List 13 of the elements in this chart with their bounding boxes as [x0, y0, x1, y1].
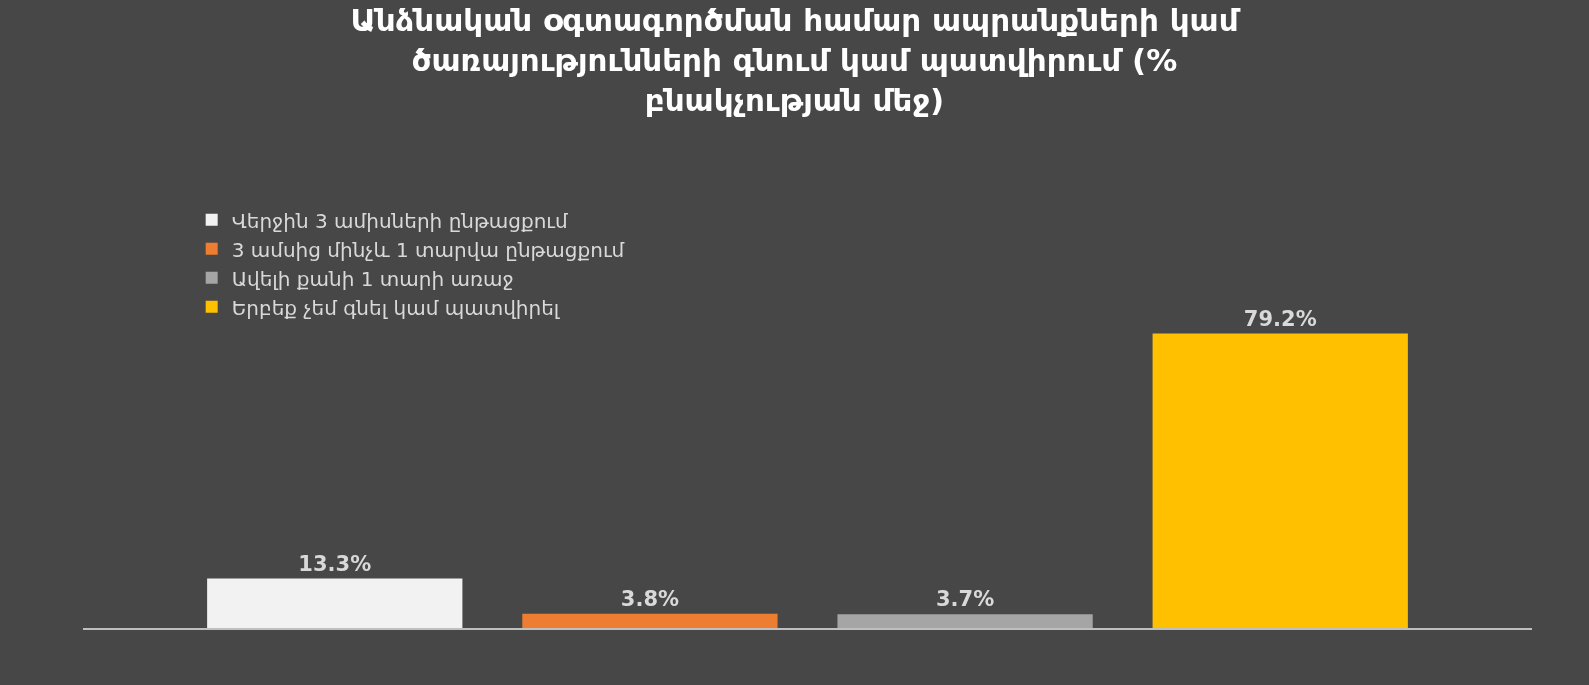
- legend-label: Վերջին 3 ամիսների ընթացքում: [231, 208, 569, 233]
- legend-label: 3 ամսից մինչև 1 տարվա ընթացքում: [231, 237, 625, 262]
- bar: [522, 613, 778, 628]
- legend-label: Ավելի քանի 1 տարի առաջ: [231, 266, 514, 291]
- legend-label: Երբեք չեմ գնել կամ պատվիրել: [231, 295, 561, 320]
- data-label: 3.7%: [935, 587, 995, 612]
- data-label: 13.3%: [298, 551, 372, 576]
- bar: [837, 614, 1093, 628]
- chart-title: Անձնական օգտագործման համար ապրանքների կամ ծառայությունների գնում կամ պատվիրում (% բնակչության մեջ): [350, 1, 1241, 119]
- bar: [1152, 333, 1408, 628]
- bar: [207, 578, 463, 628]
- data-label: 79.2%: [1243, 306, 1317, 331]
- data-label: 3.8%: [620, 586, 680, 611]
